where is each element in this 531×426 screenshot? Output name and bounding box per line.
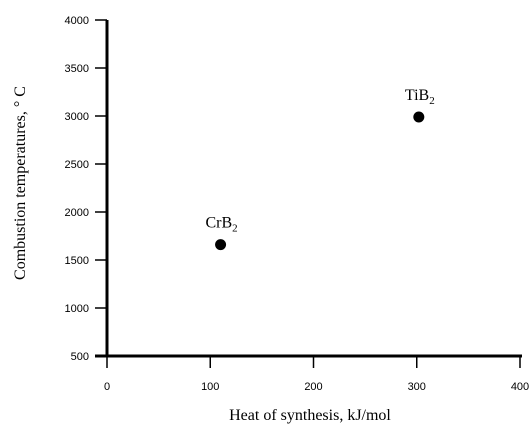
x-axis-title: Heat of synthesis, kJ/mol <box>229 407 391 424</box>
data-point <box>413 111 425 123</box>
data-point <box>215 239 227 251</box>
data-point-label: TiB2 <box>405 87 435 107</box>
y-axis-title: Combustion temperatures, ° C <box>12 86 29 280</box>
x-tick-label: 100 <box>201 381 219 393</box>
y-tick-label: 1500 <box>65 255 89 267</box>
y-tick-label: 2000 <box>65 207 89 219</box>
x-tick-label: 300 <box>408 381 426 393</box>
y-tick-label: 3500 <box>65 63 89 75</box>
y-tick-label: 2500 <box>65 159 89 171</box>
y-tick-label: 500 <box>71 351 89 363</box>
x-tick-label: 400 <box>511 381 529 393</box>
x-axis-ticks: 0 100 200 300 400 <box>104 356 529 393</box>
data-point-label: CrB2 <box>205 215 237 235</box>
y-tick-label: 3000 <box>65 111 89 123</box>
y-tick-label: 1000 <box>65 303 89 315</box>
x-tick-label: 200 <box>304 381 322 393</box>
x-tick-label: 0 <box>104 381 110 393</box>
data-points: CrB2 TiB2 <box>205 87 435 251</box>
y-tick-label: 4000 <box>65 15 89 27</box>
y-axis-ticks: 500 1000 1500 2000 2500 3000 3500 4000 <box>65 15 107 363</box>
